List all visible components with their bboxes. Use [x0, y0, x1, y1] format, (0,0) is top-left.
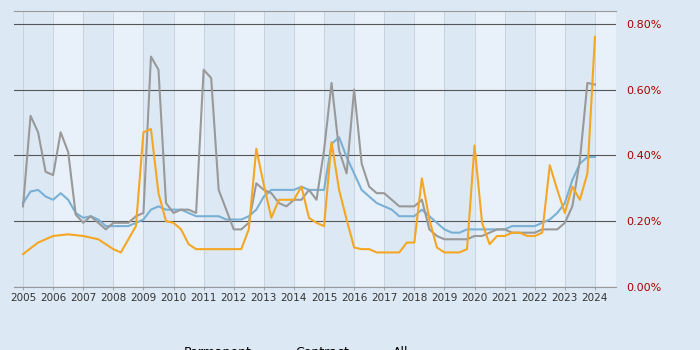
Bar: [174, 10, 204, 287]
Bar: [384, 10, 414, 287]
Bar: [264, 10, 294, 287]
Bar: [294, 10, 324, 287]
Bar: [144, 10, 174, 287]
Bar: [354, 10, 384, 287]
Bar: [505, 10, 535, 287]
Bar: [595, 10, 625, 287]
Bar: [204, 10, 234, 287]
Bar: [83, 10, 113, 287]
Bar: [324, 10, 354, 287]
Bar: [475, 10, 505, 287]
Legend: Permanent, Contract, All: Permanent, Contract, All: [145, 341, 413, 350]
Bar: [234, 10, 264, 287]
Bar: [535, 10, 565, 287]
Bar: [444, 10, 475, 287]
Bar: [113, 10, 144, 287]
Bar: [414, 10, 444, 287]
Bar: [23, 10, 53, 287]
Bar: [53, 10, 83, 287]
Bar: [565, 10, 595, 287]
